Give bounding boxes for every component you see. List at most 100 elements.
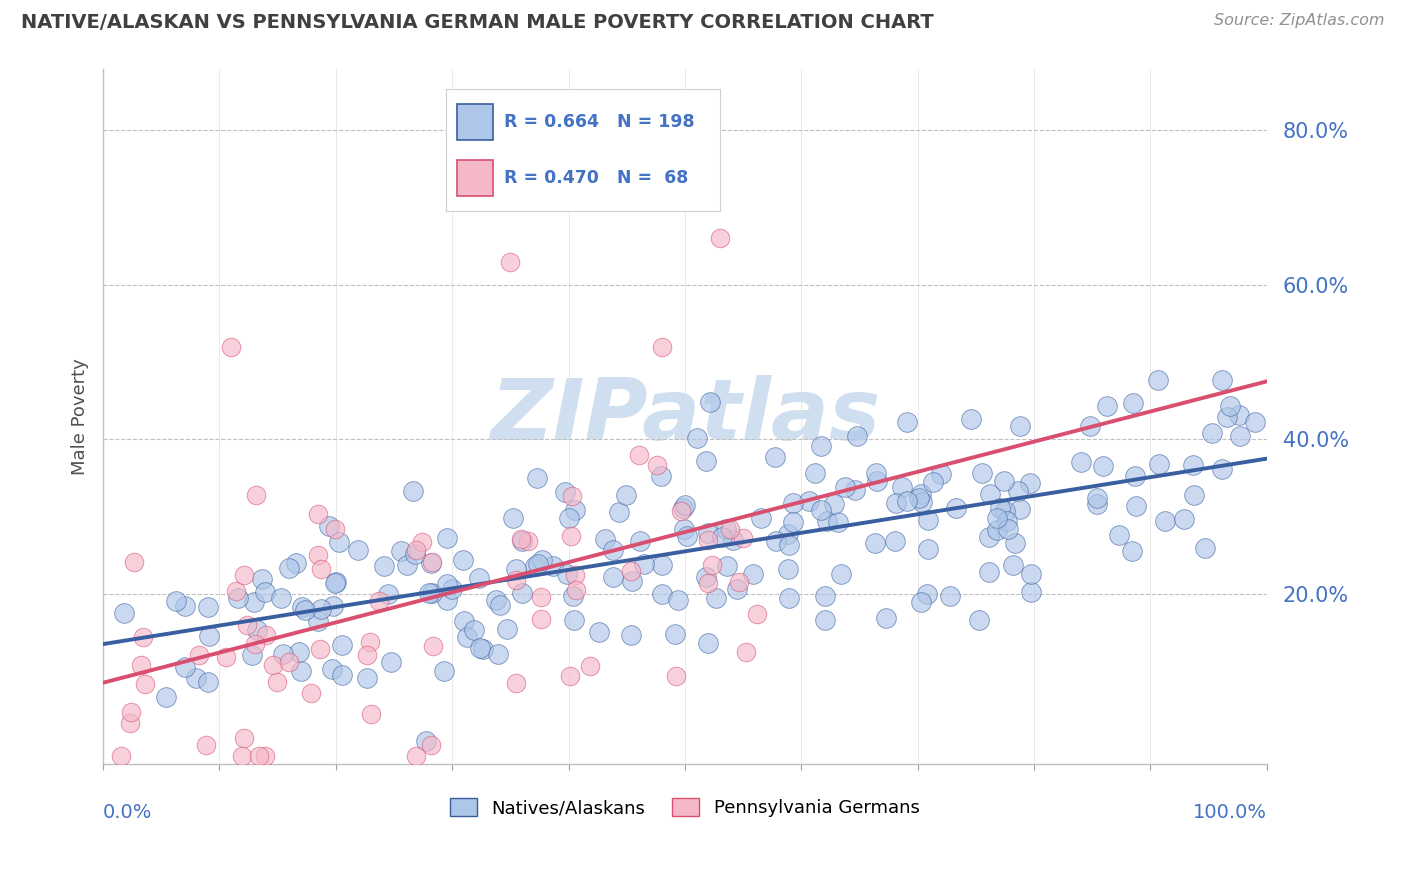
- Point: [672, 522, 695, 536]
- Point: [165, 594, 187, 608]
- Y-axis label: Male Poverty: Male Poverty: [72, 358, 89, 475]
- Point: [288, 645, 311, 659]
- Point: [561, 590, 583, 604]
- Point: [672, 500, 695, 515]
- Point: [254, 628, 277, 642]
- Text: ZIPatlas: ZIPatlas: [489, 375, 880, 458]
- Text: Source: ZipAtlas.com: Source: ZipAtlas.com: [1215, 13, 1385, 29]
- Point: [994, 504, 1017, 518]
- Point: [112, 606, 135, 620]
- Point: [1085, 491, 1108, 505]
- Point: [486, 647, 509, 661]
- Point: [1108, 528, 1130, 542]
- Point: [799, 494, 821, 508]
- Point: [915, 587, 938, 601]
- Point: [247, 749, 270, 764]
- Point: [633, 558, 655, 572]
- Point: [967, 613, 990, 627]
- Point: [215, 650, 238, 665]
- Point: [484, 593, 506, 607]
- Point: [134, 677, 156, 691]
- Point: [415, 734, 437, 748]
- Point: [1021, 567, 1043, 582]
- Point: [405, 542, 427, 557]
- Point: [321, 662, 343, 676]
- Point: [236, 617, 259, 632]
- Point: [778, 527, 800, 541]
- Point: [242, 595, 264, 609]
- Point: [564, 503, 586, 517]
- Point: [463, 623, 485, 637]
- Point: [277, 655, 299, 669]
- Point: [1227, 408, 1250, 422]
- Point: [120, 715, 142, 730]
- Point: [468, 640, 491, 655]
- Point: [290, 665, 312, 679]
- Point: [266, 675, 288, 690]
- Point: [628, 533, 651, 548]
- Point: [1121, 544, 1143, 558]
- Point: [1021, 585, 1043, 599]
- Point: [997, 521, 1019, 535]
- Point: [243, 637, 266, 651]
- Point: [620, 564, 643, 578]
- Point: [988, 500, 1011, 515]
- Point: [510, 532, 533, 546]
- Text: NATIVE/ALASKAN VS PENNSYLVANIA GERMAN MALE POVERTY CORRELATION CHART: NATIVE/ALASKAN VS PENNSYLVANIA GERMAN MA…: [21, 13, 934, 32]
- Point: [827, 515, 849, 529]
- Point: [602, 543, 624, 558]
- Point: [308, 548, 330, 562]
- Point: [911, 495, 934, 509]
- Point: [284, 557, 307, 571]
- Point: [810, 439, 832, 453]
- Point: [526, 471, 548, 485]
- Point: [651, 587, 673, 601]
- Point: [910, 487, 932, 501]
- Point: [960, 411, 983, 425]
- Point: [865, 536, 887, 550]
- Point: [564, 568, 586, 582]
- Point: [979, 529, 1001, 543]
- Point: [970, 466, 993, 480]
- Point: [718, 522, 741, 536]
- Point: [389, 544, 412, 558]
- Point: [456, 631, 478, 645]
- Point: [560, 668, 582, 682]
- Point: [233, 568, 256, 582]
- Point: [702, 558, 724, 572]
- Point: [778, 562, 800, 576]
- Point: [129, 657, 152, 672]
- Point: [307, 507, 329, 521]
- Point: [891, 480, 914, 494]
- Point: [716, 558, 738, 573]
- Point: [273, 647, 295, 661]
- Point: [734, 645, 756, 659]
- Point: [704, 591, 727, 605]
- Point: [986, 523, 1008, 537]
- Point: [505, 676, 527, 690]
- Point: [621, 574, 644, 588]
- Point: [323, 521, 346, 535]
- Point: [419, 556, 441, 570]
- Point: [505, 573, 527, 587]
- Point: [307, 615, 329, 629]
- Point: [309, 602, 332, 616]
- Point: [993, 475, 1015, 489]
- Point: [262, 658, 284, 673]
- Point: [1219, 399, 1241, 413]
- Point: [1211, 373, 1233, 387]
- Point: [588, 625, 610, 640]
- Point: [436, 593, 458, 607]
- Point: [543, 559, 565, 574]
- Point: [782, 515, 804, 529]
- Point: [360, 706, 382, 721]
- Point: [697, 576, 720, 591]
- Point: [627, 448, 650, 462]
- Point: [696, 533, 718, 547]
- Point: [1216, 410, 1239, 425]
- Point: [614, 488, 637, 502]
- Point: [1125, 499, 1147, 513]
- Point: [330, 638, 353, 652]
- Point: [669, 504, 692, 518]
- Point: [865, 466, 887, 480]
